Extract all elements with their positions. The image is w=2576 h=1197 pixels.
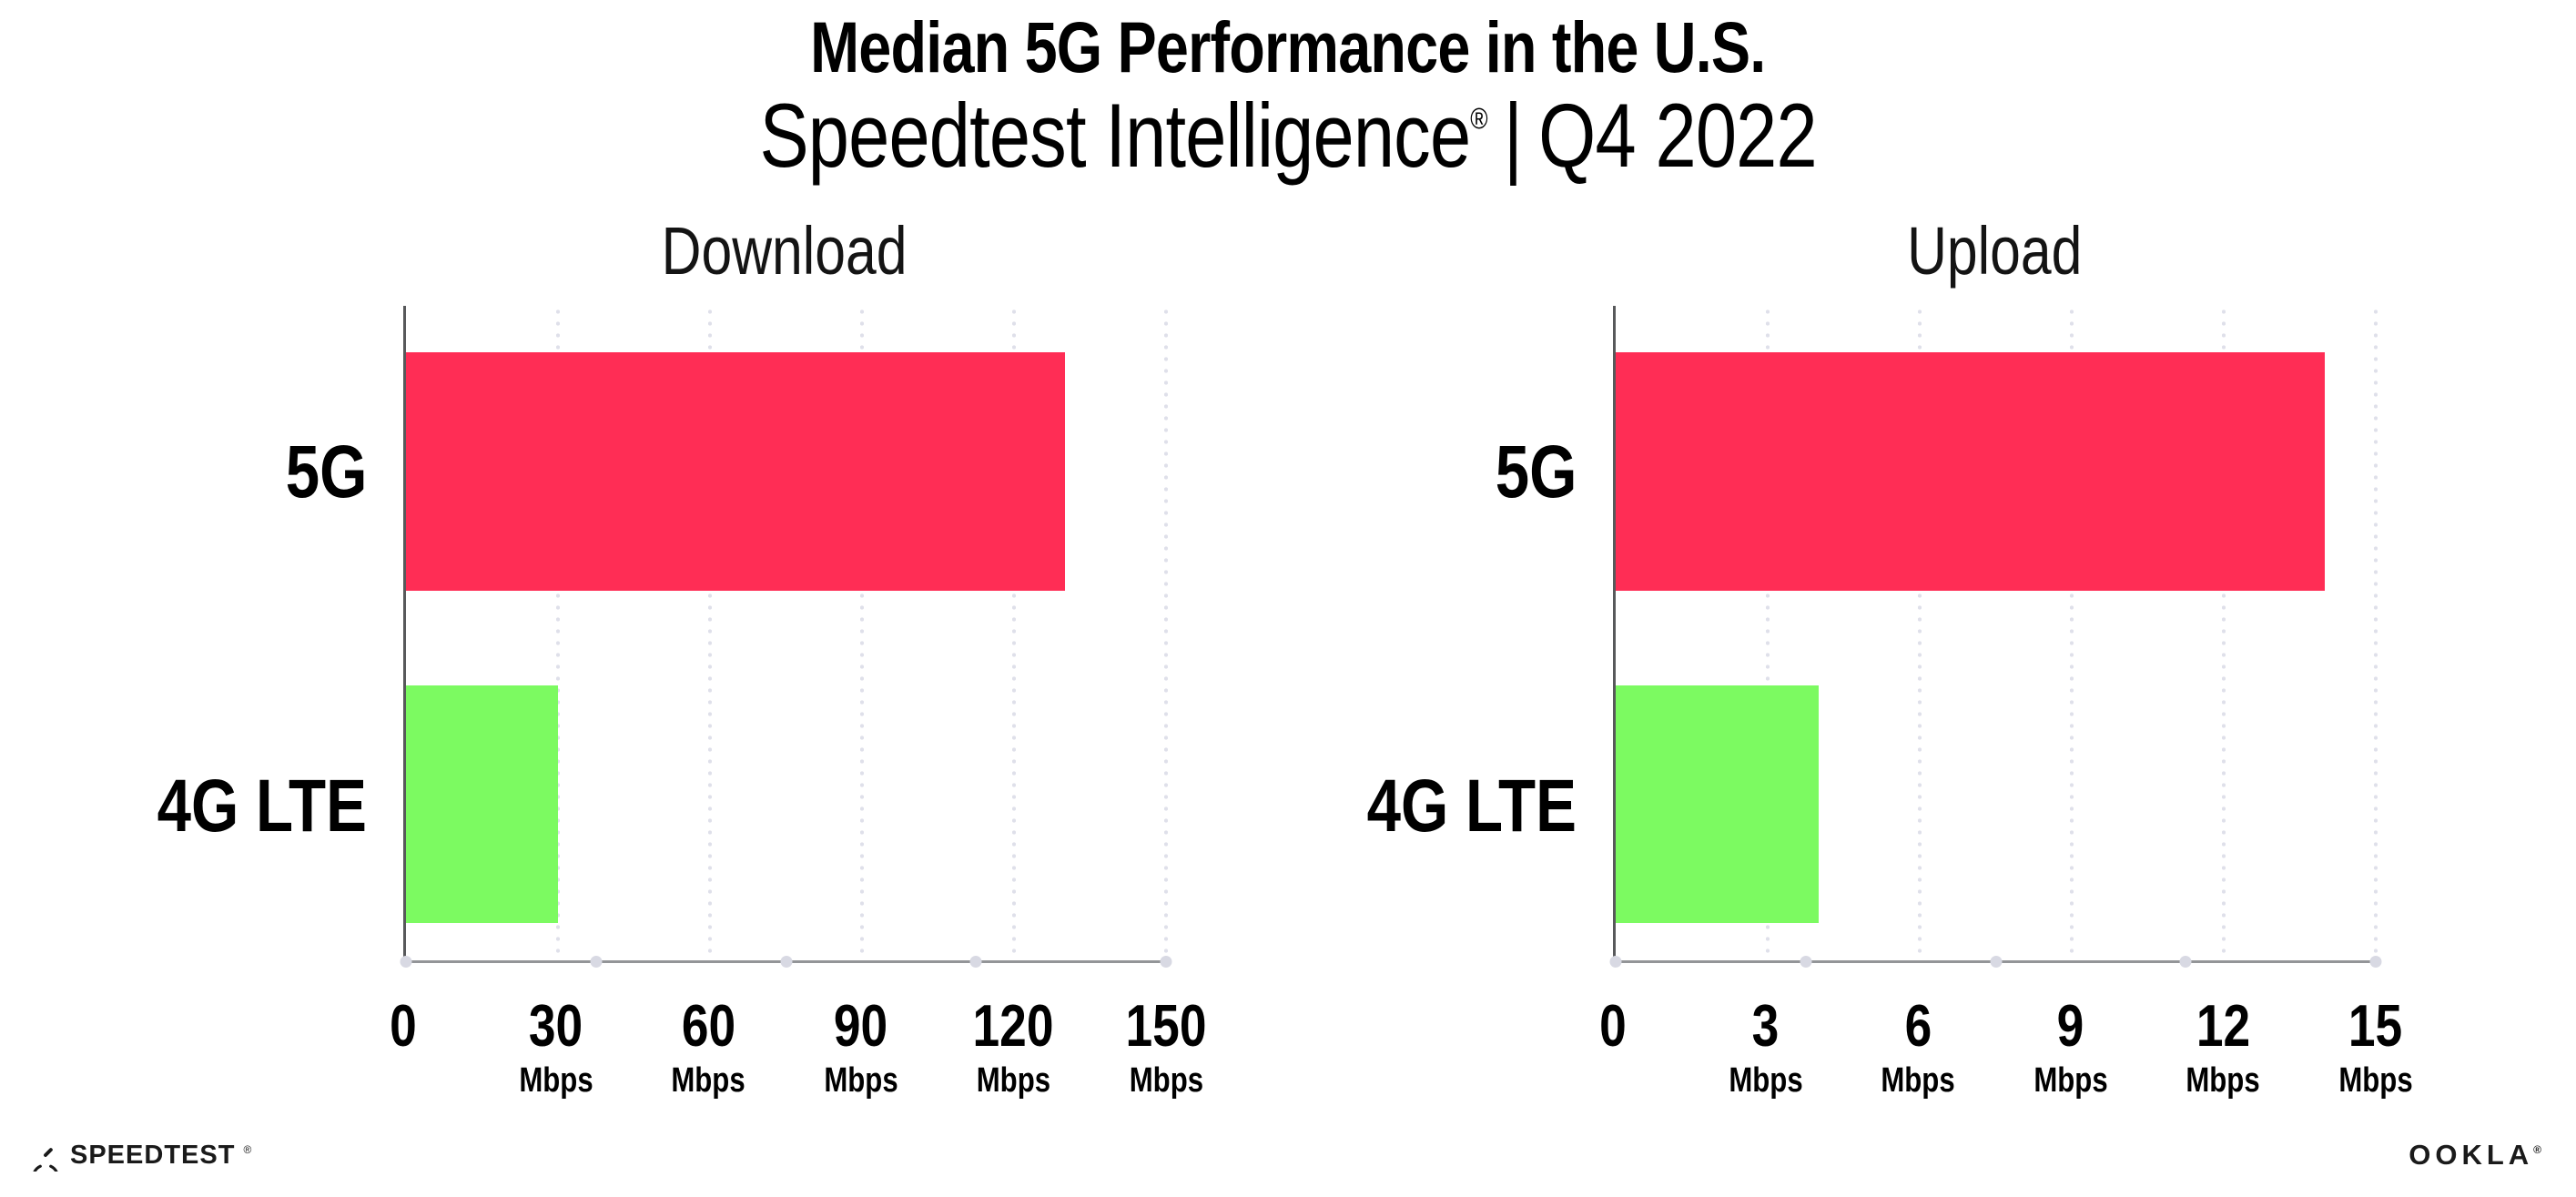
gridline-9 xyxy=(2070,306,2074,960)
tick-unit: Mbps xyxy=(671,1061,745,1100)
subtitle-period: Q4 2022 xyxy=(1537,85,1818,186)
axis-tick-dot xyxy=(780,956,792,968)
tick-30: 30 Mbps xyxy=(511,963,601,1098)
upload-x-axis-ticks: 0 3 Mbps 6 Mbps 9 Mbps 12 Mbps 15 Mbps xyxy=(1599,963,2413,1109)
gridline-6 xyxy=(1918,306,1922,960)
tick-15: 15 Mbps xyxy=(2330,963,2420,1098)
category-label-5g-text: 5G xyxy=(285,430,367,513)
category-label-5g-text: 5G xyxy=(1495,430,1577,513)
download-chart-panel: Download 5G 4G LTE 0 xyxy=(157,213,1207,1098)
gridline-30 xyxy=(556,306,560,960)
axis-tick-dot xyxy=(969,956,982,968)
tick-value: 90 xyxy=(834,992,888,1059)
tick-unit: Mbps xyxy=(824,1061,898,1100)
tick-9: 9 Mbps xyxy=(2025,963,2115,1098)
tick-150: 150 Mbps xyxy=(1117,963,1215,1098)
page-title: Median 5G Performance in the U.S. xyxy=(0,0,2576,91)
tick-value: 3 xyxy=(1751,992,1780,1059)
gridline-150 xyxy=(1164,306,1168,960)
category-label-4g-lte: 4G LTE xyxy=(111,769,367,844)
tick-value: 30 xyxy=(528,992,583,1059)
tick-6: 6 Mbps xyxy=(1873,963,1963,1098)
tick-0: 0 xyxy=(1597,963,1629,1098)
tick-value: 60 xyxy=(681,992,735,1059)
tick-unit: Mbps xyxy=(1129,1061,1203,1100)
axis-tick-dot xyxy=(1609,956,1622,968)
tick-60: 60 Mbps xyxy=(664,963,754,1098)
tick-value: 0 xyxy=(390,992,417,1059)
tick-value: 12 xyxy=(2196,992,2251,1059)
tick-12: 12 Mbps xyxy=(2178,963,2268,1098)
gridline-12 xyxy=(2222,306,2226,960)
axis-tick-dot xyxy=(1990,956,2002,968)
download-plot-area xyxy=(400,306,1172,968)
download-chart-title-text: Download xyxy=(662,213,908,289)
gridline-15 xyxy=(2374,306,2378,960)
tick-0: 0 xyxy=(387,963,420,1098)
tick-3: 3 Mbps xyxy=(1720,963,1810,1098)
ookla-logo-text: OOKLA xyxy=(2409,1139,2534,1171)
tick-value: 150 xyxy=(1125,992,1207,1059)
download-chart-title: Download xyxy=(403,211,1166,291)
tick-unit: Mbps xyxy=(1881,1061,1955,1100)
upload-plot-area xyxy=(1609,306,2382,968)
page-title-text: Median 5G Performance in the U.S. xyxy=(810,6,1766,87)
gridline-60 xyxy=(708,306,712,960)
gridline-3 xyxy=(1766,306,1770,960)
category-label-4g-lte-text: 4G LTE xyxy=(157,765,367,848)
category-label-5g: 5G xyxy=(268,430,367,513)
subtitle-brand: Speedtest Intelligence xyxy=(759,85,1471,186)
tick-value: 15 xyxy=(2348,992,2403,1059)
tick-value: 9 xyxy=(2056,992,2084,1059)
tick-unit: Mbps xyxy=(2186,1061,2261,1100)
category-label-5g: 5G xyxy=(1477,430,1577,513)
tick-value: 120 xyxy=(972,992,1054,1059)
speedtest-trademark-icon: ® xyxy=(243,1143,252,1156)
tick-unit: Mbps xyxy=(518,1061,593,1100)
page-subtitle: Speedtest Intelligence® | Q4 2022 xyxy=(0,76,2576,195)
speedtest-logo-text: SPEEDTEST xyxy=(70,1140,236,1170)
gridline-90 xyxy=(860,306,864,960)
bar-4g-lte-upload xyxy=(1616,685,1819,923)
axis-tick-dot xyxy=(590,956,603,968)
axis-tick-dot xyxy=(2179,956,2192,968)
tick-120: 120 Mbps xyxy=(964,963,1062,1098)
upload-chart-panel: Upload 5G 4G LTE 0 xyxy=(1367,213,2413,1098)
axis-tick-dot xyxy=(1800,956,1812,968)
bar-4g-lte-download xyxy=(406,685,558,923)
tick-unit: Mbps xyxy=(2033,1061,2108,1100)
axis-tick-dot xyxy=(400,956,412,968)
axis-tick-dot xyxy=(2369,956,2382,968)
speedtest-gauge-icon xyxy=(29,1139,62,1172)
tick-value: 6 xyxy=(1904,992,1932,1059)
tick-unit: Mbps xyxy=(1728,1061,1803,1100)
upload-chart-title-text: Upload xyxy=(1906,213,2083,289)
subtitle-separator: | xyxy=(1503,85,1523,186)
tick-unit: Mbps xyxy=(976,1061,1051,1100)
tick-value: 0 xyxy=(1599,992,1627,1059)
ookla-logo: OOKLA® xyxy=(2409,1137,2546,1173)
gridline-120 xyxy=(1012,306,1016,960)
category-label-4g-lte: 4G LTE xyxy=(1321,769,1577,844)
tick-unit: Mbps xyxy=(2338,1061,2413,1100)
bar-5g-download xyxy=(406,352,1065,591)
tick-90: 90 Mbps xyxy=(816,963,906,1098)
upload-chart-title: Upload xyxy=(1613,211,2376,291)
ookla-trademark-icon: ® xyxy=(2533,1143,2546,1156)
download-x-axis-ticks: 0 30 Mbps 60 Mbps 90 Mbps 120 Mbps 150 M… xyxy=(390,963,1206,1109)
category-label-4g-lte-text: 4G LTE xyxy=(1366,765,1577,848)
bar-5g-upload xyxy=(1616,352,2326,591)
registered-trademark-icon: ® xyxy=(1470,102,1487,135)
speedtest-logo: SPEEDTEST ® xyxy=(29,1135,251,1175)
page-subtitle-text: Speedtest Intelligence® | Q4 2022 xyxy=(759,76,1818,195)
axis-tick-dot xyxy=(1160,956,1172,968)
